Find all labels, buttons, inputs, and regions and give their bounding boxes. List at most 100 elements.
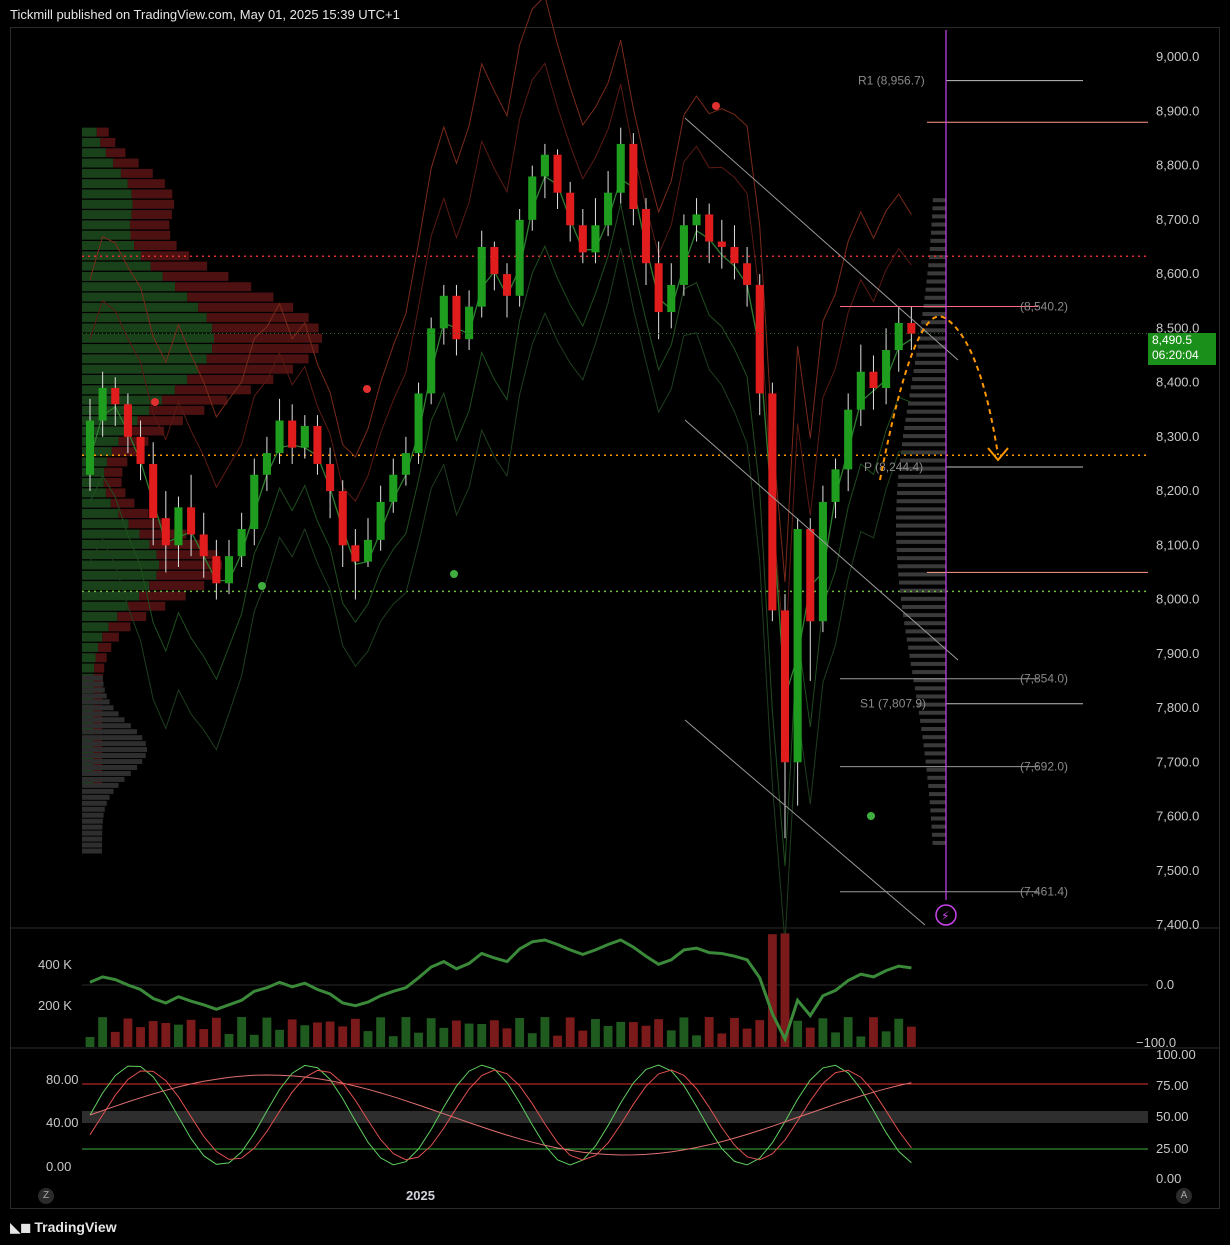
- session-profile-bar: [910, 661, 946, 666]
- volume-bar: [767, 934, 777, 1047]
- session-profile-bar: [931, 222, 946, 227]
- session-profile-bar: [897, 491, 946, 496]
- session-profile-bar: [904, 621, 946, 626]
- a-button[interactable]: A: [1176, 1188, 1192, 1204]
- volume-profile-bar-low: [82, 699, 110, 705]
- volume-profile-bar-down: [93, 735, 103, 745]
- volume-profile-bar-low: [82, 770, 131, 776]
- stoch-y-tick-right: 75.00: [1156, 1078, 1189, 1093]
- signal-dot: [867, 812, 875, 820]
- y-tick-label: 9,000.0: [1156, 49, 1199, 64]
- candle-body: [894, 322, 903, 351]
- y-tick-label: 8,800.0: [1156, 158, 1199, 173]
- volume-profile-bar-low: [82, 705, 114, 711]
- volume-profile-bar-down: [156, 570, 218, 580]
- volume-bar: [262, 1017, 272, 1047]
- candle-body: [566, 192, 575, 226]
- volume-profile-bar-down: [106, 457, 128, 467]
- signal-dot: [450, 570, 458, 578]
- candle-body: [326, 463, 335, 492]
- candle-body: [174, 507, 183, 546]
- session-profile-bar: [918, 710, 946, 715]
- flash-icon-glyph: ⚡: [941, 909, 949, 923]
- volume-bar: [477, 1024, 487, 1047]
- stoch-y-tick-right: 50.00: [1156, 1109, 1189, 1124]
- oscillator-line: [89, 938, 912, 1043]
- session-profile-bar: [913, 678, 946, 683]
- bar-countdown: 06:20:04: [1152, 348, 1199, 362]
- candle-body: [629, 143, 638, 209]
- session-profile-bar: [912, 670, 946, 675]
- session-profile-bar: [896, 515, 946, 520]
- candle-body: [502, 274, 512, 296]
- volume-bar: [843, 1017, 853, 1047]
- volume-bar: [540, 1017, 550, 1047]
- volume-profile-bar-down: [161, 395, 228, 405]
- session-profile-bar: [923, 743, 946, 748]
- session-profile-bar: [916, 352, 946, 357]
- volume-profile-bar-up: [82, 622, 109, 632]
- y-tick-label: 8,900.0: [1156, 103, 1199, 118]
- session-profile-bar: [932, 832, 946, 837]
- session-profile-bar: [920, 718, 946, 723]
- volume-bar: [502, 1028, 512, 1047]
- volume-profile-bar-low: [82, 818, 103, 824]
- candle-body: [844, 409, 853, 470]
- volume-profile-bar-up: [82, 354, 207, 364]
- candle-body: [679, 225, 688, 285]
- volume-profile-bar-up: [82, 581, 150, 591]
- z-button[interactable]: Z: [38, 1188, 54, 1204]
- volume-profile-bar-up: [82, 632, 103, 642]
- volume-bar: [818, 1018, 828, 1047]
- trendline: [684, 719, 926, 926]
- volume-bar: [489, 1020, 499, 1047]
- volume-profile-bar-up: [82, 570, 157, 580]
- volume-profile-bar-up: [82, 302, 199, 312]
- session-profile-bar: [898, 572, 946, 577]
- volume-profile-bar-down: [206, 354, 309, 364]
- session-profile-bar: [904, 425, 946, 430]
- volume-profile-bar-down: [110, 498, 135, 508]
- volume-bar: [401, 1017, 411, 1047]
- session-profile-bar: [896, 499, 946, 504]
- volume-profile-bar-up: [82, 148, 106, 158]
- candle-body: [212, 556, 221, 584]
- level-label: (7,854.0): [1020, 672, 1068, 686]
- volume-bar: [565, 1017, 575, 1047]
- stoch-k-line: [89, 1064, 912, 1166]
- candle-body: [591, 225, 600, 253]
- session-profile-bar: [928, 263, 946, 268]
- session-profile-bar: [899, 458, 946, 463]
- volume-bar: [793, 1020, 803, 1047]
- volume-bar: [300, 1025, 310, 1047]
- session-profile-bar: [901, 442, 946, 447]
- y-tick-label: 8,500.0: [1156, 320, 1199, 335]
- volume-profile-bar-up: [82, 508, 119, 518]
- volume-profile-bar-down: [103, 478, 122, 488]
- session-profile-bar: [900, 596, 946, 601]
- volume-profile-bar-up: [82, 199, 133, 209]
- volume-bar: [755, 1020, 765, 1047]
- session-profile-bar: [900, 450, 946, 455]
- session-profile-bar: [928, 783, 946, 788]
- volume-profile-bar-low: [82, 753, 146, 759]
- volume-profile-bar-down: [93, 694, 103, 704]
- session-profile-bar: [932, 840, 946, 845]
- volume-profile-bar-up: [82, 230, 131, 240]
- candle-body: [907, 322, 916, 334]
- session-profile-bar: [926, 279, 946, 284]
- candle-body: [490, 246, 499, 275]
- volume-bar: [742, 1028, 752, 1047]
- volume-profile-bar-low: [82, 711, 119, 717]
- candle-body: [111, 388, 120, 405]
- volume-bar: [906, 1026, 916, 1047]
- stoch-y-tick-right: 25.00: [1156, 1141, 1189, 1156]
- volume-profile-bar-down: [118, 508, 149, 518]
- y-tick-label: 8,700.0: [1156, 212, 1199, 227]
- candle-body: [161, 518, 170, 546]
- candle-body: [351, 545, 360, 562]
- session-profile-bar: [925, 287, 946, 292]
- candle-body: [730, 246, 739, 264]
- volume-bar: [654, 1019, 664, 1047]
